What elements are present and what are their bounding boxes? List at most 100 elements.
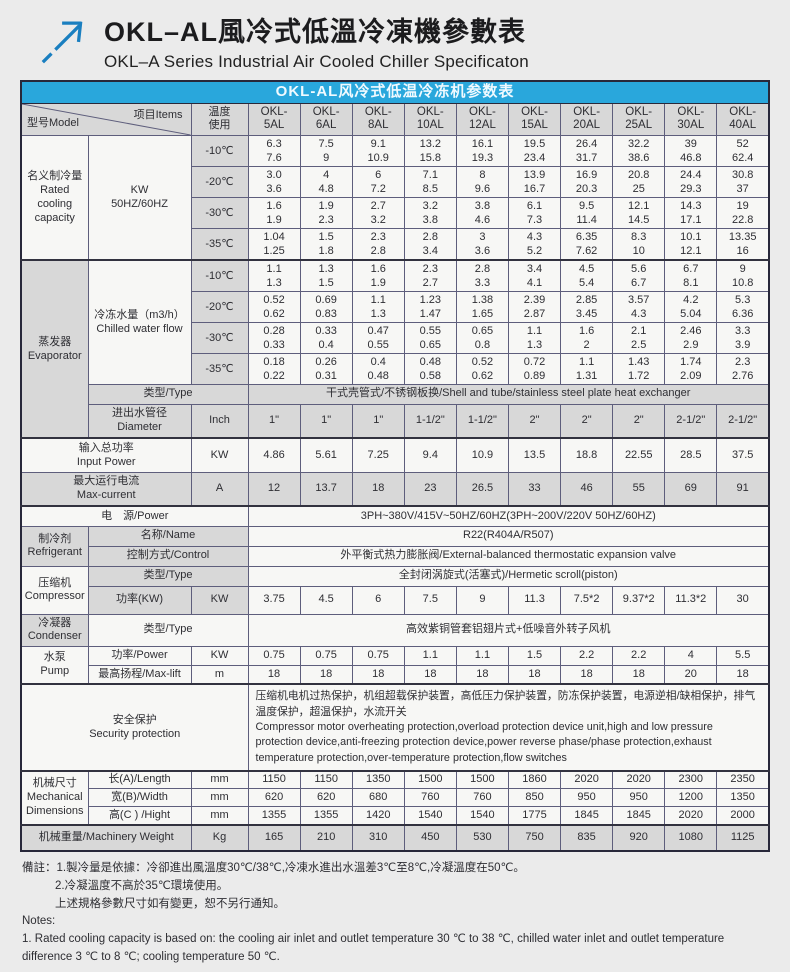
value-cell: 450 <box>403 823 457 852</box>
value-cell: 6.35 7.62 <box>560 227 614 261</box>
value-cell: 750 <box>507 823 562 852</box>
value-cell: 1500 <box>455 769 509 790</box>
machinery-weight-label: 机械重量/Machinery Weight <box>20 823 192 852</box>
model-column-header: OKL- 30AL <box>664 102 718 136</box>
model-items-header-cell: 型号Model 项目Items <box>20 102 192 136</box>
pump-power-unit: KW <box>190 645 249 666</box>
input-power-label: 输入总功率 Input Power <box>20 437 192 473</box>
value-cell: 0.52 0.62 <box>247 290 301 323</box>
value-cell: 30 <box>716 585 770 615</box>
value-cell: 1125 <box>716 823 770 852</box>
value-cell: 10.9 <box>455 437 509 473</box>
note-line-zh3: 上述規格參數尺寸如有變更，恕不另行通知。 <box>55 897 285 910</box>
value-cell: 13.9 16.7 <box>507 165 562 198</box>
value-cell: 2.7 3.2 <box>351 196 405 229</box>
value-cell: 0.65 0.8 <box>455 321 509 354</box>
value-cell: 9 10.8 <box>716 258 770 292</box>
value-cell: 620 <box>247 788 301 808</box>
value-cell: 4.5 5.4 <box>560 258 614 292</box>
diameter-unit: Inch <box>190 403 249 439</box>
temp-use-header: 温度 使用 <box>190 102 249 136</box>
value-cell: 530 <box>455 823 509 852</box>
value-cell: 1.1 1.3 <box>247 258 301 292</box>
value-cell: 16.9 20.3 <box>560 165 614 198</box>
value-cell: 1.1 1.3 <box>351 290 405 323</box>
value-cell: 0.72 0.89 <box>507 352 562 385</box>
model-column-header: OKL- 5AL <box>247 102 301 136</box>
value-cell: 835 <box>560 823 614 852</box>
refrigerant-control-value: 外平衡式热力膨胀阀/External-balanced thermostatic… <box>247 545 770 567</box>
power-supply-label: 电 源/Power <box>20 505 249 527</box>
compressor-power-label: 功率(KW) <box>87 585 192 615</box>
height-unit: mm <box>190 806 249 826</box>
value-cell: 18 <box>351 664 405 685</box>
value-cell: 1080 <box>664 823 718 852</box>
value-cell: 18.8 <box>560 437 614 473</box>
value-cell: 7.5 9 <box>299 134 353 167</box>
model-column-header: OKL- 6AL <box>299 102 353 136</box>
value-cell: 19.5 23.4 <box>507 134 562 167</box>
value-cell: 6.7 8.1 <box>664 258 718 292</box>
value-cell: 18 <box>299 664 353 685</box>
document-page: { "colors": { "accent_blue": "#29a7dc", … <box>0 10 790 972</box>
condenser-type-value: 高效紫铜管套铝翅片式+低噪音外转子风机 <box>247 613 770 647</box>
value-cell: 18 <box>403 664 457 685</box>
value-cell: 46 <box>560 471 614 507</box>
value-cell: 1.1 <box>455 645 509 666</box>
value-cell: 1" <box>247 403 301 439</box>
value-cell: 18 <box>247 664 301 685</box>
value-cell: 2350 <box>716 769 770 790</box>
value-cell: 13.2 15.8 <box>403 134 457 167</box>
value-cell: 2.1 2.5 <box>612 321 666 354</box>
value-cell: 0.75 <box>247 645 301 666</box>
value-cell: 26.4 31.7 <box>560 134 614 167</box>
value-cell: 1.1 1.3 <box>507 321 562 354</box>
value-cell: 8.3 10 <box>612 227 666 261</box>
value-cell: 950 <box>560 788 614 808</box>
value-cell: 850 <box>507 788 562 808</box>
value-cell: 4 <box>664 645 718 666</box>
value-cell: 10.1 12.1 <box>664 227 718 261</box>
value-cell: 2" <box>507 403 562 439</box>
value-cell: 2020 <box>560 769 614 790</box>
model-column-header: OKL- 20AL <box>560 102 614 136</box>
value-cell: 1" <box>299 403 353 439</box>
value-cell: 1.9 2.3 <box>299 196 353 229</box>
value-cell: 1.1 <box>403 645 457 666</box>
value-cell: 1845 <box>560 806 614 826</box>
compressor-label: 压缩机 Compressor <box>20 565 89 615</box>
value-cell: 1150 <box>299 769 353 790</box>
value-cell: 2.2 <box>612 645 666 666</box>
table-title: OKL-AL风冷式低温冷冻机参数表 <box>20 80 770 104</box>
value-cell: 0.52 0.62 <box>455 352 509 385</box>
value-cell: 23 <box>403 471 457 507</box>
value-cell: 24.4 29.3 <box>664 165 718 198</box>
pump-lift-unit: m <box>190 664 249 685</box>
value-cell: 11.3*2 <box>664 585 718 615</box>
rated-cooling-unit: KW 50HZ/60HZ <box>87 134 192 261</box>
value-cell: 5.6 6.7 <box>612 258 666 292</box>
evaporator-type-label: 类型/Type <box>87 383 249 405</box>
note-line-en1: 1. Rated cooling capacity is based on: t… <box>22 933 725 963</box>
note-line-zh2: 2.冷凝溫度不高於35℃環境使用。 <box>55 879 229 892</box>
page-header: OKL–AL風冷式低溫冷凍機參數表 OKL–A Series Industria… <box>36 10 790 72</box>
value-cell: 2-1/2" <box>664 403 718 439</box>
column-header-row: 型号Model 项目Items 温度 使用 OKL- 5AL OKL- 6AL OK… <box>20 102 770 136</box>
input-power-unit: KW <box>190 437 249 473</box>
temp-cell: -10℃ <box>190 258 249 292</box>
value-cell: 0.48 0.58 <box>403 352 457 385</box>
value-cell: 0.4 0.48 <box>351 352 405 385</box>
value-cell: 1-1/2" <box>403 403 457 439</box>
value-cell: 9.37*2 <box>612 585 666 615</box>
value-cell: 680 <box>351 788 405 808</box>
value-cell: 1.23 1.47 <box>403 290 457 323</box>
compressor-type-label: 类型/Type <box>87 565 249 587</box>
value-cell: 9.1 10.9 <box>351 134 405 167</box>
value-cell: 2.8 3.4 <box>403 227 457 261</box>
value-cell: 6.1 7.3 <box>507 196 562 229</box>
value-cell: 1500 <box>403 769 457 790</box>
value-cell: 0.47 0.55 <box>351 321 405 354</box>
rated-cooling-label: 名义制冷量 Rated cooling capacity <box>20 134 89 261</box>
pump-lift-label: 最高扬程/Max-lift <box>87 664 192 685</box>
value-cell: 20 <box>664 664 718 685</box>
